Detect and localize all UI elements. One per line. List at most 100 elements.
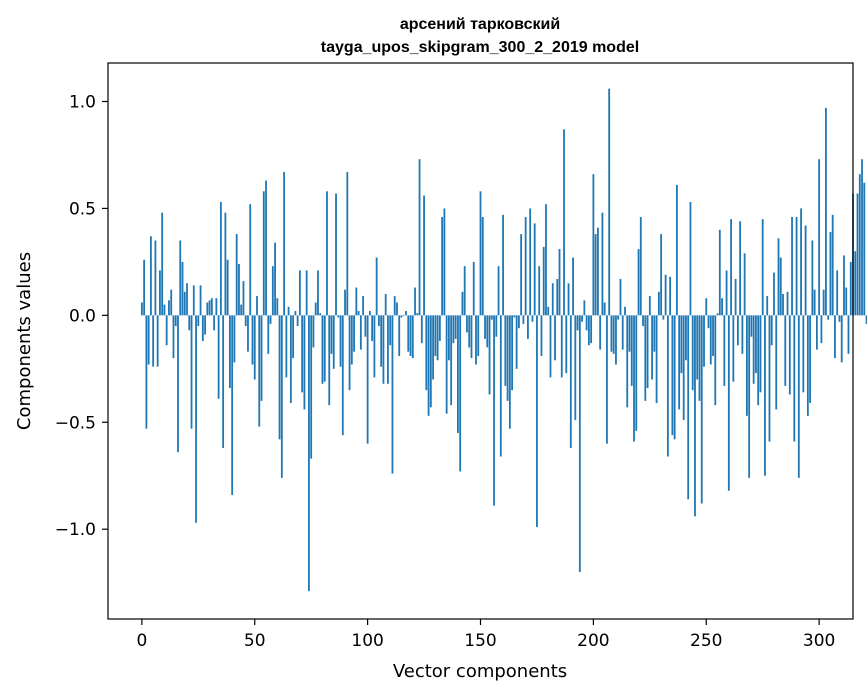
bar-86: [335, 193, 337, 316]
bar-64: [285, 315, 288, 378]
bar-98: [362, 296, 365, 316]
bar-251: [707, 315, 710, 329]
x-tick-label: 150: [464, 631, 496, 651]
bar-55: [265, 180, 267, 316]
bar-309: [838, 315, 841, 322]
bar-140: [457, 315, 459, 433]
bar-306: [831, 214, 834, 316]
bar-240: [682, 315, 685, 421]
bar-213: [621, 315, 624, 350]
x-axis-ticks: 0 50 100 150 200 250 300: [136, 619, 835, 651]
bar-279: [770, 315, 773, 346]
bar-305: [829, 231, 832, 316]
bar-268: [745, 315, 748, 416]
bar-183: [554, 315, 556, 361]
bar-62: [280, 315, 283, 478]
chart-title-line2: tayga_upos_skipgram_300_2_2019 model: [321, 39, 639, 56]
bar-314: [849, 261, 852, 316]
bar-221: [639, 216, 642, 316]
bar-45: [242, 281, 245, 316]
bar-150: [479, 191, 482, 316]
bar-182: [551, 283, 554, 316]
bar-241: [685, 315, 687, 361]
bar-204: [601, 212, 604, 316]
bar-237: [676, 184, 678, 316]
bar-264: [736, 315, 739, 346]
bar-249: [703, 315, 705, 367]
bar-84: [330, 315, 333, 354]
bar-83: [328, 315, 331, 406]
bar-310: [840, 315, 843, 363]
bar-260: [727, 315, 730, 491]
bar-318: [858, 174, 861, 316]
bar-36: [222, 315, 225, 448]
bar-294: [804, 225, 807, 316]
bar-225: [648, 296, 651, 316]
bar-28: [204, 315, 206, 335]
bar-175: [536, 315, 538, 528]
bar-22: [190, 315, 193, 429]
bar-142: [461, 291, 464, 316]
bar-203: [599, 315, 602, 350]
chart-title-line1: арсений тарковский: [400, 16, 560, 33]
bar-180: [547, 306, 550, 316]
bar-129: [432, 315, 434, 380]
bar-54: [262, 191, 265, 316]
bar-7: [156, 315, 159, 367]
bar-214: [624, 306, 626, 316]
bar-118: [407, 315, 410, 352]
bar-189: [567, 283, 570, 316]
bar-184: [556, 278, 559, 316]
bar-257: [721, 298, 723, 316]
y-tick-label: 1.0: [69, 92, 96, 112]
bar-4: [149, 236, 152, 316]
bar-159: [499, 315, 502, 457]
bar-222: [642, 315, 644, 327]
bar-133: [441, 216, 444, 316]
bar-219: [635, 315, 638, 431]
bar-27: [201, 315, 204, 341]
bar-134: [443, 208, 446, 316]
bar-56: [267, 315, 270, 354]
bar-194: [578, 315, 581, 572]
bar-19: [183, 291, 186, 316]
bar-141: [459, 315, 462, 472]
bar-265: [739, 221, 742, 316]
bar-270: [750, 315, 753, 337]
bar-75: [310, 315, 313, 459]
bar-232: [664, 274, 667, 316]
bar-57: [269, 315, 272, 324]
bar-287: [788, 315, 791, 395]
bar-198: [587, 315, 590, 346]
bar-238: [678, 315, 681, 410]
bar-2: [145, 315, 148, 429]
bar-269: [748, 315, 751, 478]
bar-77: [314, 302, 317, 316]
bar-48: [249, 204, 252, 316]
bar-191: [572, 257, 574, 316]
bar-47: [247, 315, 249, 352]
bar-99: [364, 315, 367, 337]
bar-246: [696, 315, 699, 380]
bar-20: [186, 283, 188, 316]
bar-17: [179, 240, 182, 316]
x-tick-label: 50: [244, 631, 266, 651]
bar-193: [576, 315, 579, 331]
bar-128: [429, 315, 432, 408]
bar-160: [502, 214, 504, 316]
bar-298: [813, 289, 816, 316]
bar-171: [527, 315, 529, 339]
bar-9: [161, 212, 164, 316]
x-tick-label: 300: [803, 631, 835, 651]
bar-15: [174, 315, 177, 327]
bar-115: [400, 315, 403, 318]
bar-137: [450, 315, 453, 406]
bar-319: [861, 159, 863, 316]
bar-163: [508, 315, 511, 429]
bar-233: [666, 315, 669, 457]
bar-299: [815, 315, 818, 350]
bar-311: [843, 255, 845, 316]
bar-263: [734, 278, 737, 316]
bar-297: [811, 240, 814, 316]
